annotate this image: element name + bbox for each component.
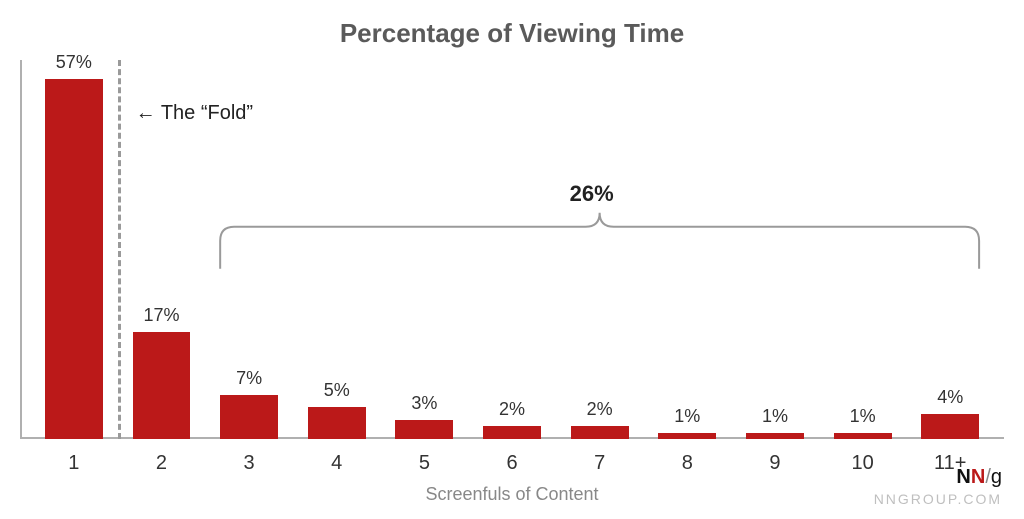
- x-tick: 4: [293, 452, 381, 475]
- bar: [133, 332, 191, 439]
- bars-container: 57%17%7%5%3%2%2%1%1%1%4%: [20, 60, 1004, 439]
- viewing-time-chart: Percentage of Viewing Time ← The “Fold” …: [0, 0, 1024, 519]
- bar: [746, 433, 804, 439]
- bar-value-label: 57%: [56, 52, 92, 73]
- bar-slot: 2%: [556, 399, 644, 439]
- x-tick-labels: 1234567891011+: [20, 452, 1004, 475]
- bar: [308, 407, 366, 439]
- logo-g: g: [991, 466, 1002, 488]
- nng-logo: NN/g: [956, 466, 1002, 489]
- x-tick: 8: [643, 452, 731, 475]
- x-tick: 9: [731, 452, 819, 475]
- bar-value-label: 2%: [499, 399, 525, 420]
- bar-slot: 3%: [381, 393, 469, 439]
- logo-n1: N: [956, 466, 970, 488]
- bar-slot: 5%: [293, 380, 381, 439]
- bar-value-label: 3%: [411, 393, 437, 414]
- bar-value-label: 1%: [674, 406, 700, 427]
- x-tick: 5: [381, 452, 469, 475]
- bar-value-label: 1%: [850, 406, 876, 427]
- x-tick: 1: [30, 452, 118, 475]
- bar-slot: 1%: [643, 406, 731, 439]
- bar-slot: 7%: [205, 368, 293, 439]
- bar-slot: 2%: [468, 399, 556, 439]
- x-tick: 3: [205, 452, 293, 475]
- bar: [571, 426, 629, 439]
- x-axis-label: Screenfuls of Content: [0, 484, 1024, 505]
- bar: [220, 395, 278, 439]
- bar: [834, 433, 892, 439]
- bar-slot: 57%: [30, 52, 118, 439]
- bar-slot: 1%: [731, 406, 819, 439]
- bar: [921, 414, 979, 439]
- x-tick: 6: [468, 452, 556, 475]
- bar-value-label: 17%: [143, 305, 179, 326]
- bar-value-label: 5%: [324, 380, 350, 401]
- x-tick: 10: [819, 452, 907, 475]
- plot-area: ← The “Fold” 26% 57%17%7%5%3%2%2%1%1%1%4…: [20, 60, 1004, 439]
- bar-value-label: 7%: [236, 368, 262, 389]
- chart-title: Percentage of Viewing Time: [0, 18, 1024, 49]
- x-tick: 2: [118, 452, 206, 475]
- attribution-site: NNGROUP.COM: [874, 491, 1002, 507]
- bar: [483, 426, 541, 439]
- bar: [45, 79, 103, 439]
- bar-slot: 17%: [118, 305, 206, 439]
- bar-slot: 1%: [819, 406, 907, 439]
- bar-value-label: 4%: [937, 387, 963, 408]
- x-tick: 7: [556, 452, 644, 475]
- bar: [658, 433, 716, 439]
- logo-n2: N: [971, 466, 985, 488]
- bar: [395, 420, 453, 439]
- bar-value-label: 2%: [587, 399, 613, 420]
- bar-value-label: 1%: [762, 406, 788, 427]
- bar-slot: 4%: [906, 387, 994, 439]
